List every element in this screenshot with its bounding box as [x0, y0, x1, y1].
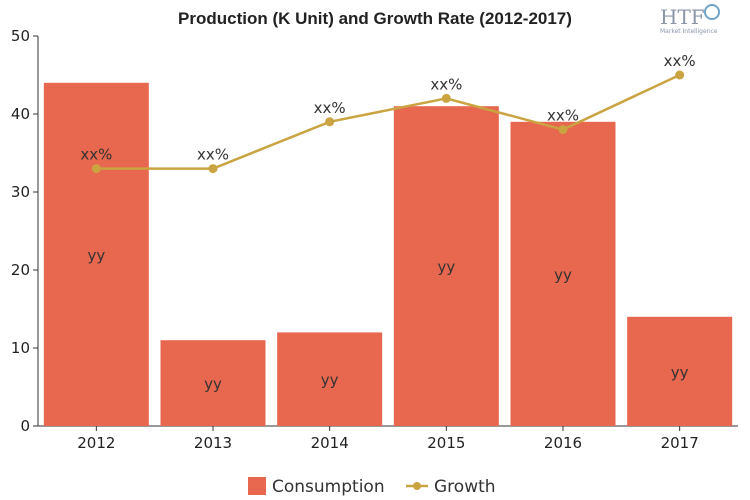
- y-tick-label: 50: [11, 27, 30, 45]
- bar-series: yy yy yy yy yy yy: [43, 82, 733, 427]
- htf-logo: HTF Market Intelligence: [660, 4, 720, 35]
- legend-marker-growth: [413, 482, 421, 490]
- bar: [510, 121, 616, 427]
- line-series: xx% xx% xx% xx% xx% xx%: [80, 52, 696, 174]
- legend-label-growth: Growth: [434, 477, 496, 497]
- point-data-label: xx%: [80, 146, 112, 164]
- growth-line: [96, 73, 681, 170]
- bar: [43, 82, 149, 427]
- x-tick-label: 2016: [544, 434, 582, 452]
- logo-text: HTF: [660, 5, 705, 29]
- point-data-label: xx%: [430, 75, 462, 93]
- logo-subtext: Market Intelligence: [660, 28, 718, 35]
- y-tick-label: 40: [11, 105, 30, 123]
- bar-data-label: yy: [437, 258, 455, 276]
- x-tick-label: 2013: [194, 434, 232, 452]
- y-tick-label: 10: [11, 339, 30, 357]
- legend-label-consumption: Consumption: [272, 477, 385, 497]
- line-point: [675, 70, 685, 80]
- legend-swatch-consumption: [248, 477, 266, 495]
- line-point: [208, 164, 218, 174]
- chart-title: Production (K Unit) and Growth Rate (201…: [178, 9, 572, 28]
- bar-data-label: yy: [321, 371, 339, 389]
- line-point: [558, 125, 568, 135]
- x-tick-label: 2015: [427, 434, 465, 452]
- y-tick-label: 0: [20, 417, 30, 435]
- point-data-label: xx%: [547, 107, 579, 125]
- x-tick-label: 2012: [77, 434, 115, 452]
- x-tick-label: 2017: [661, 434, 699, 452]
- bar-data-label: yy: [204, 375, 222, 393]
- x-tick-label: 2014: [311, 434, 349, 452]
- bar: [393, 106, 499, 426]
- y-tick-label: 30: [11, 183, 30, 201]
- line-point: [91, 164, 101, 174]
- globe-icon: [704, 4, 720, 20]
- bar-data-label: yy: [671, 363, 689, 381]
- chart-legend: Consumption Growth: [248, 477, 496, 497]
- line-point: [325, 117, 335, 127]
- bar-data-label: yy: [554, 266, 572, 284]
- point-data-label: xx%: [664, 52, 696, 70]
- chart-axes: 0 10 20 30 40 50 2012 2013 2014 2015 2016 2017: [11, 27, 738, 452]
- bar: [277, 332, 383, 426]
- bar: [160, 340, 266, 426]
- point-data-label: xx%: [197, 146, 229, 164]
- line-point: [441, 93, 451, 103]
- bar: [627, 316, 733, 426]
- y-tick-label: 20: [11, 261, 30, 279]
- point-data-label: xx%: [314, 99, 346, 117]
- bar-data-label: yy: [87, 246, 105, 264]
